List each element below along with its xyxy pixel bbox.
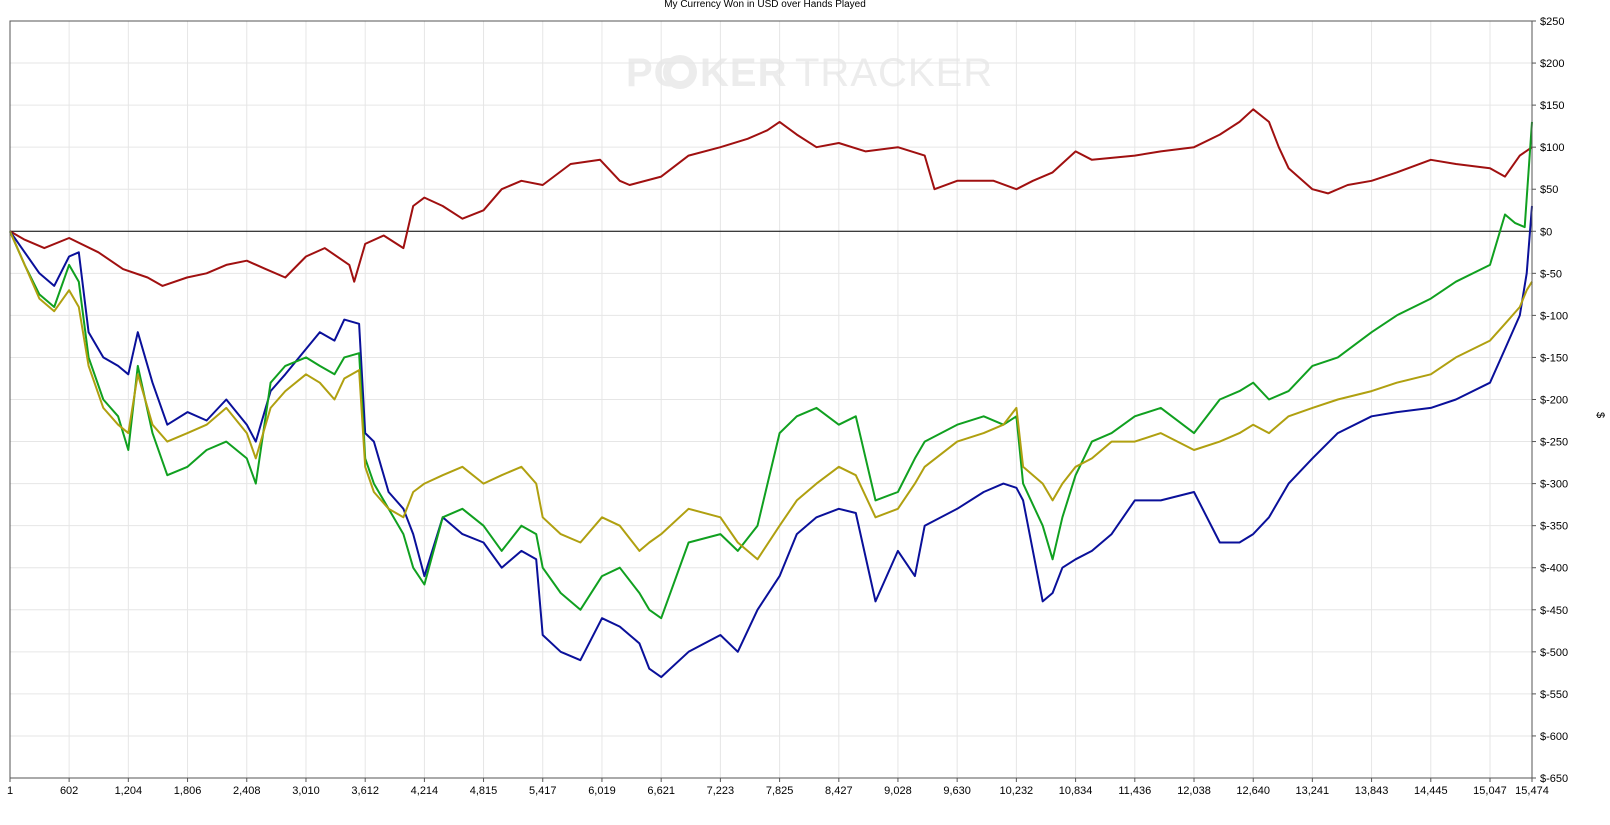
x-tick-label: 7,825 (766, 785, 794, 797)
chart-title: My Currency Won in USD over Hands Played (664, 0, 866, 10)
x-tick-label: 1,806 (174, 785, 202, 797)
y-tick-label: $-450 (1540, 605, 1568, 617)
x-tick-label: 6,019 (588, 785, 616, 797)
series-line-3 (9, 121, 1533, 620)
x-tick-label: 12,038 (1177, 785, 1211, 797)
y-tick-label: $-600 (1540, 731, 1568, 743)
x-tick-label: 5,417 (529, 785, 557, 797)
x-tick-label: 1,204 (115, 785, 143, 797)
grid-layer (9, 20, 1533, 779)
y-axis-title: $ (1594, 412, 1606, 418)
series-line-4 (9, 230, 1533, 561)
y-tick-label: $-550 (1540, 689, 1568, 701)
y-tick-label: $-50 (1540, 268, 1562, 280)
y-tick-label: $0 (1540, 226, 1552, 238)
x-tick-label: 2,408 (233, 785, 261, 797)
x-tick-label: 7,223 (707, 785, 735, 797)
series-line-1 (9, 108, 1533, 287)
x-tick-label: 3,010 (292, 785, 320, 797)
x-tick-label: 8,427 (825, 785, 853, 797)
x-tick-label: 13,241 (1296, 785, 1330, 797)
poker-chip-center-icon (671, 63, 689, 81)
x-tick-label: 15,474 (1515, 785, 1549, 797)
y-tick-label: $250 (1540, 16, 1564, 28)
watermark-logo: PO KER TRACKER (626, 51, 993, 95)
y-tick-label: $-650 (1540, 773, 1568, 785)
series-line-2 (9, 205, 1533, 679)
x-tick-label: 14,445 (1414, 785, 1448, 797)
y-tick-label: $-150 (1540, 352, 1568, 364)
watermark-text-part2: KER (700, 51, 787, 95)
y-tick-label: $200 (1540, 58, 1564, 70)
y-tick-label: $-350 (1540, 521, 1568, 533)
y-tick-label: $-500 (1540, 647, 1568, 659)
x-tick-label: 10,232 (1000, 785, 1034, 797)
y-axis: $250 $200 $150 $100 $50 $0 $-50 $-100 $-150 $-200… (1532, 16, 1568, 785)
x-tick-label: 4,815 (470, 785, 498, 797)
y-tick-label: $100 (1540, 142, 1564, 154)
x-tick-label: 602 (60, 785, 78, 797)
y-tick-label: $-200 (1540, 395, 1568, 407)
x-tick-label: 9,028 (884, 785, 912, 797)
y-tick-label: $150 (1540, 100, 1564, 112)
x-tick-label: 10,834 (1059, 785, 1093, 797)
x-tick-label: 3,612 (351, 785, 379, 797)
x-tick-label: 4,214 (411, 785, 439, 797)
x-tick-label: 9,630 (943, 785, 971, 797)
series-layer (9, 108, 1533, 679)
x-tick-label: 1 (7, 785, 13, 797)
y-tick-label: $-300 (1540, 479, 1568, 491)
x-tick-label: 12,640 (1236, 785, 1270, 797)
y-tick-label: $-400 (1540, 563, 1568, 575)
x-axis: 1 602 1,204 1,806 2,408 3,010 3,612 4,214 4,815 5… (7, 778, 1549, 797)
x-tick-label: 15,047 (1473, 785, 1507, 797)
watermark-text-part3: TRACKER (795, 51, 993, 95)
x-tick-label: 11,436 (1118, 785, 1151, 797)
y-tick-label: $-100 (1540, 310, 1568, 322)
y-tick-label: $-250 (1540, 437, 1568, 449)
y-tick-label: $50 (1540, 184, 1558, 196)
x-tick-label: 6,621 (647, 785, 675, 797)
x-tick-label: 13,843 (1355, 785, 1389, 797)
